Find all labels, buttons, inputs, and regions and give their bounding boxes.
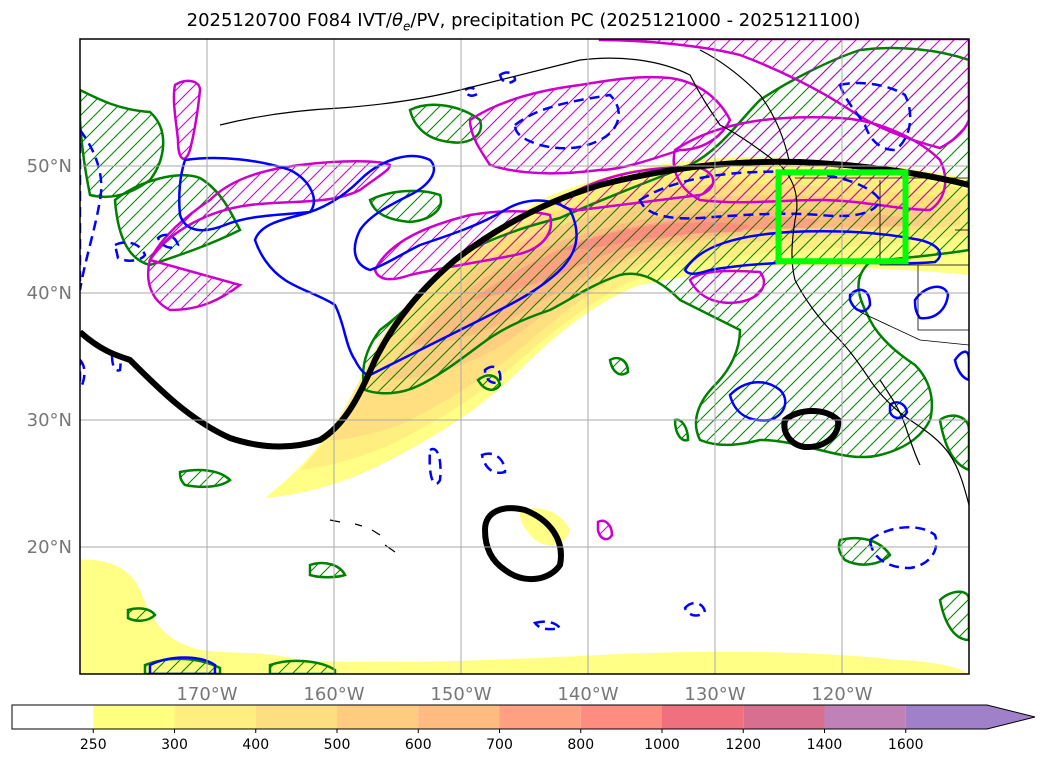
coastlines xyxy=(219,49,969,553)
pv-solid-contours xyxy=(148,154,969,674)
pv-solid-east-edge xyxy=(953,350,969,382)
pv-solid-west xyxy=(177,156,316,232)
theta-e-area-small-nw xyxy=(172,79,202,160)
colorbar-segment xyxy=(499,705,581,729)
pv-dashed-west xyxy=(80,127,103,291)
colorbar-segment xyxy=(174,705,256,729)
coastline-baja xyxy=(879,379,921,466)
colorbar-tick-label: 500 xyxy=(324,737,351,753)
pv-solid-southeast xyxy=(728,381,787,422)
pv-dashed-east-band xyxy=(638,170,882,220)
pv-solid-east xyxy=(683,230,942,275)
title-prefix: 2025120700 F084 IVT/ xyxy=(186,10,392,31)
precip-area-south-mid xyxy=(268,659,337,674)
pv-dashed-southeast xyxy=(868,525,938,570)
colorbar-segment xyxy=(905,705,1035,729)
latitude-labels: 20°N 30°N 40°N 50°N xyxy=(27,156,72,558)
pv-dashed-small-3 xyxy=(480,452,507,474)
pv-dashed-small-4 xyxy=(683,601,707,617)
colorbar-segment xyxy=(93,705,175,729)
region-highlight-box xyxy=(775,169,909,265)
colorbar-tick-label: 250 xyxy=(80,737,107,753)
colorbar-tick-label: 1200 xyxy=(725,737,761,753)
jet-closed-low xyxy=(481,505,564,583)
border-state-2 xyxy=(917,265,969,331)
colorbar-tick-label: 1000 xyxy=(644,737,680,753)
pv-dashed-north xyxy=(513,93,620,150)
borders xyxy=(795,177,969,346)
lon-tick-label: 150°W xyxy=(430,684,491,705)
colorbar-segment xyxy=(743,705,825,729)
pv-solid-main xyxy=(253,154,578,377)
theta-e-area-west xyxy=(146,160,392,312)
lon-tick-label: 120°W xyxy=(811,684,872,705)
longitude-labels: 170°W 160°W 150°W 140°W 130°W 120°W xyxy=(176,684,872,705)
pv-solid-bottom xyxy=(148,656,217,674)
pv-dashed-small-6 xyxy=(483,365,502,385)
theta-e-area-tiny xyxy=(596,519,614,541)
title-theta: θ xyxy=(391,10,403,31)
map-title: 2025120700 F084 IVT/θe/PV, precipitation… xyxy=(0,10,1047,34)
precip-blob-a xyxy=(178,468,232,489)
lat-tick-label: 40°N xyxy=(27,283,72,304)
colorbar-tick-label: 1600 xyxy=(888,737,924,753)
title-suffix: /PV, precipitation PC (2025121000 - 2025… xyxy=(410,10,861,31)
colorbar-segment xyxy=(337,705,419,729)
colorbar-under-segment xyxy=(12,705,94,729)
lon-tick-label: 170°W xyxy=(176,684,237,705)
theta-e-area-upper-left xyxy=(558,166,715,212)
lon-tick-label: 160°W xyxy=(303,684,364,705)
lon-tick-label: 130°W xyxy=(684,684,745,705)
pv-solid-ne-blob xyxy=(848,288,872,313)
coastline-bc xyxy=(699,49,791,166)
precip-area-central xyxy=(368,189,443,224)
jet-small-ring xyxy=(781,408,842,451)
colorbar-segment xyxy=(824,705,906,729)
colorbar: 250 300 400 500 600 700 800 1000 1200 1400 1600 xyxy=(11,704,1036,753)
pv-dashed-tiny-1 xyxy=(498,71,517,84)
pv-dashed-northeast xyxy=(838,81,912,152)
precip-blob-d xyxy=(673,418,690,442)
hawaii-islands xyxy=(329,519,396,553)
pv-dashed-left-edge xyxy=(80,358,86,387)
pv-solid-far-east xyxy=(913,285,950,320)
border-state-1 xyxy=(879,180,969,266)
precip-blob-g xyxy=(476,374,502,391)
pv-solid-coast xyxy=(888,401,909,420)
lat-tick-label: 50°N xyxy=(27,156,72,177)
pv-dashed-small-7 xyxy=(156,233,180,249)
pv-dashed-small-2 xyxy=(428,447,442,485)
pv-dashed-contours xyxy=(80,71,938,631)
lat-tick-label: 30°N xyxy=(27,410,72,431)
pv-dashed-small-5 xyxy=(532,620,563,631)
colorbar-tick-label: 400 xyxy=(242,737,269,753)
colorbar-tick-label: 1400 xyxy=(807,737,843,753)
coastline-alaska xyxy=(219,57,969,506)
precip-blob-e xyxy=(608,356,630,376)
pv-dashed-small-1 xyxy=(113,241,147,262)
colorbar-tick-label: 800 xyxy=(567,737,594,753)
map-area xyxy=(80,39,969,674)
colorbar-tick-label: 300 xyxy=(161,737,188,753)
theta-e-area-northeast xyxy=(598,39,969,150)
colorbar-segment xyxy=(580,705,662,729)
colorbar-tick-label: 700 xyxy=(486,737,513,753)
lon-tick-label: 140°W xyxy=(557,684,618,705)
precip-blob-f xyxy=(938,414,969,472)
colorbar-outline xyxy=(11,704,1036,730)
title-theta-sub: e xyxy=(403,19,411,34)
colorbar-tick-label: 600 xyxy=(405,737,432,753)
precip-blob-b xyxy=(308,561,347,579)
lat-tick-label: 20°N xyxy=(27,537,72,558)
gridlines xyxy=(80,39,969,674)
border-us-mexico xyxy=(859,311,969,346)
colorbar-segment xyxy=(662,705,744,729)
precip-area-south-east xyxy=(938,590,969,642)
precip-area-west xyxy=(113,174,242,267)
map-frame xyxy=(79,38,970,675)
colorbar-segment xyxy=(255,705,337,729)
precip-blob-c xyxy=(126,607,157,622)
colorbar-segment xyxy=(418,705,500,729)
